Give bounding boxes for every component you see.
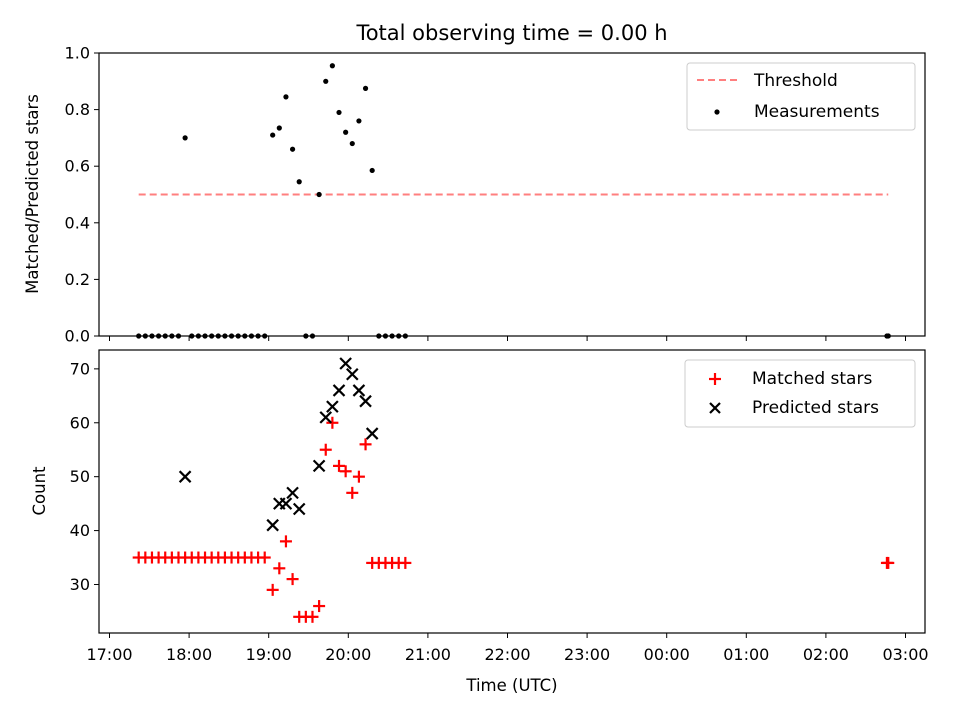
matched-star-point — [359, 438, 372, 451]
x-axis-label: Time (UTC) — [465, 676, 557, 695]
matched-star-point — [326, 416, 339, 429]
x-tick-label: 00:00 — [644, 645, 690, 664]
top-y-tick-label: 0.4 — [65, 213, 90, 232]
measurement-point — [323, 78, 329, 84]
bottom-y-tick-label: 30 — [70, 575, 90, 594]
matched-legend-label: Matched stars — [752, 369, 872, 389]
chart-title: Total observing time = 0.00 h — [355, 21, 667, 45]
predicted-star-point — [346, 367, 359, 381]
x-tick-label: 20:00 — [325, 645, 371, 664]
matched-legend-marker — [709, 373, 721, 385]
bottom-y-axis-label: Count — [30, 466, 49, 516]
x-tick-label: 22:00 — [484, 645, 530, 664]
measurements-legend-label: Measurements — [754, 102, 880, 122]
matched-star-point — [333, 459, 346, 472]
predicted-star-point — [352, 384, 366, 397]
matched-star-point — [313, 600, 326, 613]
top-y-tick-label: 0.2 — [65, 270, 90, 289]
x-tick-label: 03:00 — [882, 645, 928, 664]
predicted-star-point — [339, 357, 352, 370]
top-panel: Total observing time = 0.00 h 0.0 0.2 0.4 0… — [23, 21, 926, 346]
predicted-star-point — [319, 411, 333, 424]
predicted-star-point — [332, 384, 346, 397]
measurement-point — [349, 140, 355, 147]
predicted-legend-marker — [709, 402, 721, 414]
matched-star-point — [306, 610, 319, 623]
top-y-tick-label: 0.8 — [65, 100, 90, 119]
top-y-tick-label: 1.0 — [65, 44, 90, 63]
bottom-y-tick-label: 40 — [70, 521, 90, 540]
predicted-star-point — [279, 497, 293, 510]
x-tick-label: 01:00 — [723, 645, 769, 664]
x-tick-label: 02:00 — [803, 645, 849, 664]
top-axes-frame — [98, 52, 926, 337]
matched-star-point — [399, 556, 412, 569]
measurement-point — [182, 135, 188, 141]
matched-star-point — [286, 573, 299, 586]
measurement-point — [289, 146, 296, 152]
measurement-point — [329, 63, 335, 69]
x-tick-label: 21:00 — [405, 645, 451, 664]
measurement-point — [296, 179, 302, 185]
measurement-point — [362, 85, 369, 91]
threshold-legend-label: Threshold — [753, 71, 838, 91]
predicted-legend-label: Predicted stars — [752, 398, 879, 418]
bottom-y-tick-label: 50 — [70, 467, 90, 486]
predicted-star-point — [178, 470, 192, 483]
bottom-legend-box — [684, 359, 916, 428]
measurement-point — [356, 118, 362, 124]
x-tick-label: 18:00 — [166, 645, 212, 664]
measurements-legend-marker — [714, 109, 720, 115]
matched-star-point — [273, 562, 286, 575]
measurement-point — [276, 125, 282, 131]
predicted-star-point — [292, 502, 306, 516]
bottom-axes-frame — [98, 349, 926, 634]
matched-star-point — [258, 551, 271, 564]
predicted-star-point — [365, 427, 379, 440]
predicted-star-point — [359, 394, 372, 408]
top-y-axis-label: Matched/Predicted stars — [23, 94, 42, 294]
bottom-panel: 30 40 50 60 70 17:00 18:00 19:00 20:00 21:00 22:00… — [30, 349, 929, 695]
measurement-point — [283, 94, 289, 100]
predicted-star-point — [326, 400, 339, 413]
matched-star-point — [882, 556, 895, 569]
predicted-star-point — [312, 459, 326, 473]
matched-star-point — [279, 535, 292, 548]
measurement-point — [369, 167, 375, 174]
bottom-y-tick-label: 60 — [70, 413, 90, 432]
predicted-star-point — [266, 518, 279, 532]
measurement-point — [343, 129, 349, 135]
matched-star-point — [319, 443, 332, 456]
top-legend-box — [686, 62, 916, 131]
matched-star-point — [266, 583, 279, 596]
x-tick-label: 23:00 — [564, 645, 610, 664]
top-legend: Threshold Measurements — [686, 62, 916, 131]
measurement-point — [270, 132, 276, 138]
top-y-tick-label: 0.6 — [65, 157, 90, 176]
x-tick-label: 19:00 — [246, 645, 292, 664]
x-tick-label: 17:00 — [86, 645, 132, 664]
bottom-legend: Matched stars Predicted stars — [684, 359, 916, 428]
measurement-point — [336, 109, 342, 116]
matched-star-point — [352, 470, 365, 483]
measurement-point — [316, 191, 322, 198]
matched-star-point — [339, 465, 352, 478]
top-y-tick-label: 0.0 — [65, 327, 90, 346]
predicted-star-point — [286, 486, 299, 500]
bottom-y-tick-label: 70 — [70, 359, 90, 378]
matched-star-point — [346, 486, 359, 499]
